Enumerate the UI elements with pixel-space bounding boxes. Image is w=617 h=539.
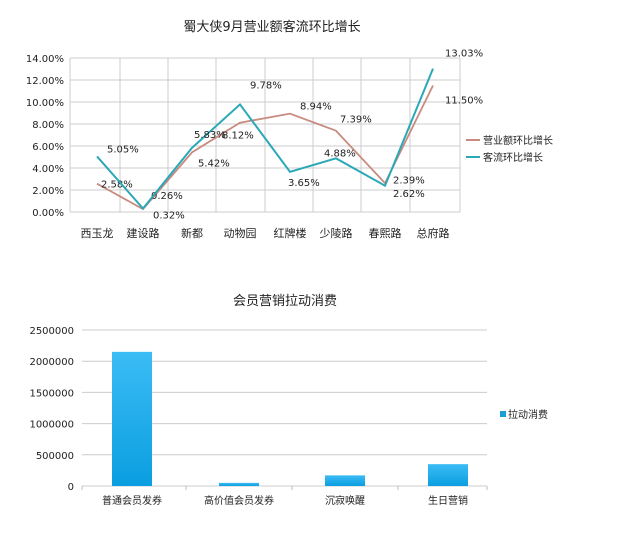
x-tick-label: 普通会员发券	[102, 494, 162, 507]
data-label: 0.32%	[153, 210, 185, 221]
y-tick-label: 12.00%	[26, 76, 64, 87]
y-tick-label: 2.00%	[32, 186, 64, 197]
y-tick-label: 4.00%	[32, 164, 64, 175]
bar	[325, 475, 365, 486]
x-tick-label: 少陵路	[320, 227, 353, 240]
legend-swatch	[500, 411, 506, 417]
data-label: 3.65%	[288, 178, 320, 189]
y-tick-label: 2500000	[29, 326, 74, 337]
data-label: 13.03%	[445, 49, 483, 60]
data-label: 5.42%	[198, 158, 230, 169]
data-label: 2.39%	[393, 176, 425, 187]
data-label: 5.83%	[194, 130, 226, 141]
bar	[112, 351, 152, 486]
y-tick-label: 500000	[36, 451, 74, 462]
data-label: 8.12%	[222, 131, 254, 142]
x-tick-label: 动物园	[224, 226, 257, 240]
data-label: 0.26%	[151, 191, 183, 202]
data-label: 11.50%	[445, 96, 483, 107]
x-tick-label: 春熙路	[369, 227, 402, 240]
x-tick-label: 建设路	[127, 226, 160, 240]
bar	[428, 464, 468, 486]
line-chart-title: 蜀大侠9月营业额客流环比增长	[183, 19, 360, 35]
series-line-traffic	[96, 68, 434, 211]
y-tick-label: 0	[68, 482, 74, 493]
y-tick-label: 14.00%	[26, 54, 64, 65]
data-label: 9.78%	[250, 80, 282, 91]
y-tick-label: 10.00%	[26, 98, 64, 109]
legend-label: 拉动消费	[508, 408, 548, 421]
y-tick-label: 0.00%	[32, 208, 64, 219]
bar	[219, 482, 259, 486]
legend-label: 营业额环比增长	[483, 134, 553, 147]
data-label: 2.62%	[393, 189, 425, 200]
x-tick-label: 新都	[181, 226, 203, 240]
y-tick-label: 6.00%	[32, 142, 64, 153]
y-tick-label: 1000000	[29, 420, 74, 431]
data-label: 8.94%	[300, 102, 332, 113]
x-tick-label: 高价值会员发券	[204, 494, 274, 507]
x-tick-label: 西玉龙	[81, 227, 114, 240]
x-tick-label: 沉寂唤醒	[325, 494, 365, 507]
x-tick-label: 生日营销	[428, 494, 468, 507]
data-label: 5.05%	[107, 144, 139, 155]
y-tick-label: 8.00%	[32, 120, 64, 131]
y-tick-label: 1500000	[29, 388, 74, 399]
data-label: 7.39%	[340, 115, 372, 126]
x-tick-label: 总府路	[417, 226, 450, 240]
legend-label: 客流环比增长	[483, 151, 543, 164]
x-tick-label: 红牌楼	[274, 226, 307, 240]
y-tick-label: 2000000	[29, 357, 74, 368]
data-label: 4.88%	[324, 148, 356, 159]
bar-chart-title: 会员营销拉动消费	[233, 294, 337, 309]
data-label: 2.58%	[101, 180, 133, 191]
